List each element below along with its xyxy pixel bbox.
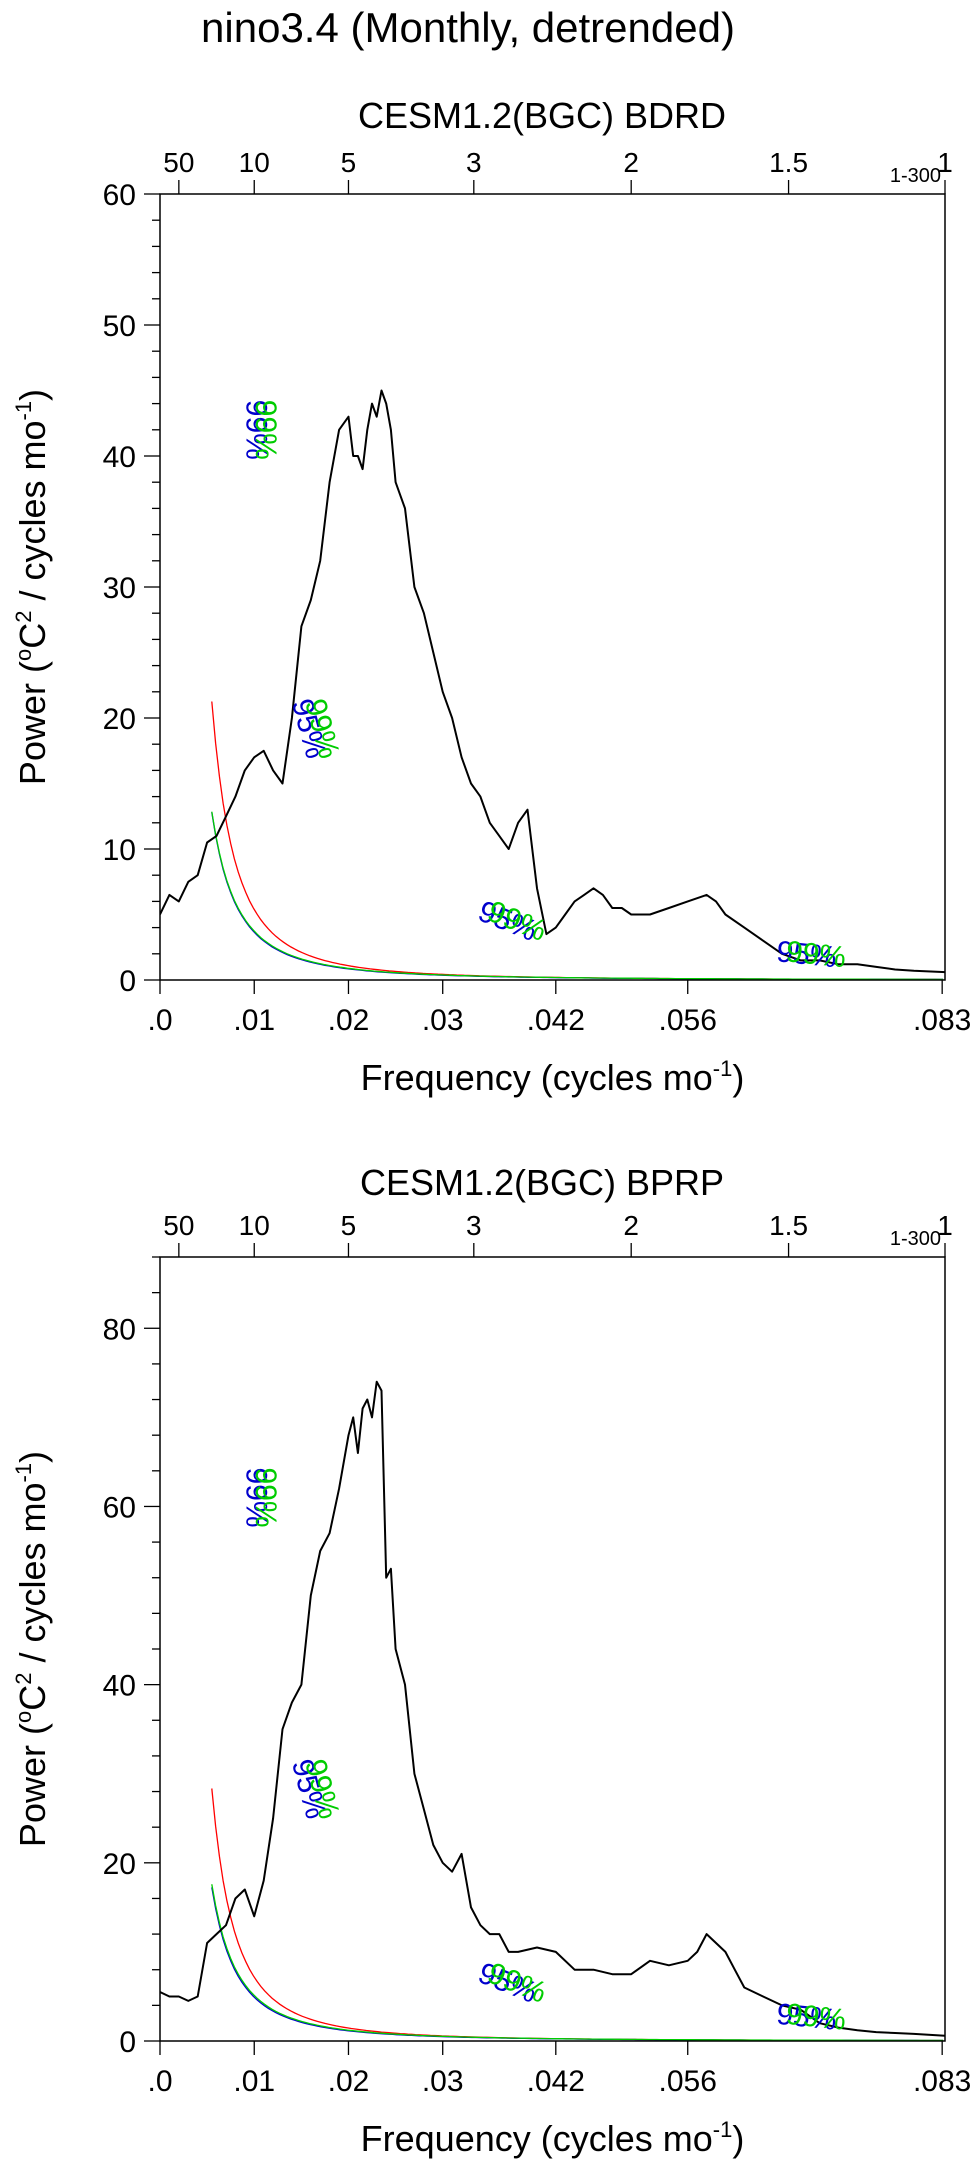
figure-title: nino3.4 (Monthly, detrended): [201, 4, 735, 51]
top-tick-label: 1.5: [769, 147, 808, 178]
x-tick-label: .083: [913, 1004, 971, 1037]
top-period-axis: 50 10 5 3 2 1.5 11-300: [163, 1210, 953, 1257]
top-tick-label: 5: [341, 1210, 357, 1241]
x-tick-label: .01: [233, 2065, 275, 2098]
y-tick-label: 60: [103, 179, 136, 212]
confidence-label: 99%: [240, 400, 273, 460]
plot-frame: [159, 1256, 946, 2042]
x-tick-label: .03: [422, 1004, 464, 1037]
confidence-label: 99%: [249, 1468, 282, 1528]
y-tick-label: 20: [103, 703, 136, 736]
y-tick-label: 60: [103, 1491, 136, 1524]
plot-frame: [159, 193, 946, 981]
y-tick-label: 0: [119, 965, 136, 998]
x-tick-label: .056: [659, 1004, 717, 1037]
y-tick-labels: 0 10 20 30 40 50 60: [103, 179, 136, 998]
top-corner-label: 1-300: [890, 1228, 941, 1250]
spectrum-line: [160, 1380, 945, 2037]
confidence-curve: [211, 811, 944, 980]
spectrum-line: [160, 389, 945, 974]
x-tick-labels: .0 .01 .02 .03 .042 .056 .083: [147, 2065, 971, 2098]
confidence-label: 99%: [249, 400, 282, 460]
x-tick-label: .0: [147, 2065, 172, 2098]
power-spectrum: [160, 389, 945, 974]
chart-panel-bprp: CESM1.2(BGC) BPRP 50 10 5 3 2 1.5 11-300 99%99…: [11, 1162, 971, 2159]
y-tick-label: 40: [103, 441, 136, 474]
y-tick-label: 0: [119, 2026, 136, 2059]
x-tick-label: .02: [328, 1004, 370, 1037]
x-tick-label: .056: [659, 2065, 717, 2098]
top-tick-label: 50: [163, 147, 194, 178]
confidence-label: 99%: [784, 1998, 847, 2037]
top-tick-label: 2: [623, 147, 639, 178]
power-spectrum: [160, 1380, 945, 2037]
x-tick-label: .03: [422, 2065, 464, 2098]
x-tick-labels: .0 .01 .02 .03 .042 .056 .083: [147, 1004, 971, 1037]
confidence-labels: 99%99%95%99%95%99%95%99%: [240, 400, 848, 975]
y-tick-labels: 0 20 40 60 80: [103, 1313, 136, 2059]
top-tick-label: 1: [937, 1210, 953, 1241]
chart-panel-bdrd: CESM1.2(BGC) BDRD 50 10 5 3 2 1.5 11-300 99%99…: [11, 95, 971, 1098]
top-tick-label: 1.5: [769, 1210, 808, 1241]
axis-ticks: [144, 193, 943, 994]
confidence-label: 99%: [784, 935, 847, 974]
y-tick-label: 30: [103, 572, 136, 605]
x-tick-label: .0: [147, 1004, 172, 1037]
confidence-label: 95%: [775, 935, 838, 974]
top-tick-label: 5: [341, 147, 357, 178]
top-tick-label: 2: [623, 1210, 639, 1241]
x-tick-label: .083: [913, 2065, 971, 2098]
x-tick-label: .042: [527, 1004, 585, 1037]
y-tick-label: 20: [103, 1848, 136, 1881]
confidence-label: 95%: [775, 1998, 838, 2037]
top-tick-label: 50: [163, 1210, 194, 1241]
x-tick-label: .02: [328, 2065, 370, 2098]
y-axis-label: Power (oC2 / cycles mo-1): [11, 389, 53, 785]
y-tick-label: 40: [103, 1670, 136, 1703]
top-tick-label: 3: [466, 147, 482, 178]
panel-title: CESM1.2(BGC) BDRD: [358, 95, 726, 136]
confidence-labels: 99%99%95%99%95%99%95%99%: [240, 1468, 848, 2037]
y-axis-label: Power (oC2 / cycles mo-1): [11, 1451, 53, 1847]
y-tick-label: 80: [103, 1313, 136, 1346]
confidence-curves: [211, 701, 944, 980]
panel-title: CESM1.2(BGC) BPRP: [360, 1162, 724, 1203]
x-tick-label: .01: [233, 1004, 275, 1037]
top-tick-label: 3: [466, 1210, 482, 1241]
x-tick-label: .042: [527, 2065, 585, 2098]
x-axis-label: Frequency (cycles mo-1): [361, 1056, 745, 1098]
x-axis-label: Frequency (cycles mo-1): [361, 2117, 745, 2159]
axis-ticks: [144, 1256, 943, 2055]
top-tick-label: 10: [239, 147, 270, 178]
confidence-label: 99%: [240, 1468, 273, 1528]
top-tick-label: 10: [239, 1210, 270, 1241]
top-corner-label: 1-300: [890, 165, 941, 187]
y-tick-label: 10: [103, 834, 136, 867]
confidence-curve: [211, 1884, 944, 2041]
top-tick-label: 1: [937, 147, 953, 178]
y-tick-label: 50: [103, 310, 136, 343]
top-period-axis: 50 10 5 3 2 1.5 11-300: [163, 147, 953, 194]
